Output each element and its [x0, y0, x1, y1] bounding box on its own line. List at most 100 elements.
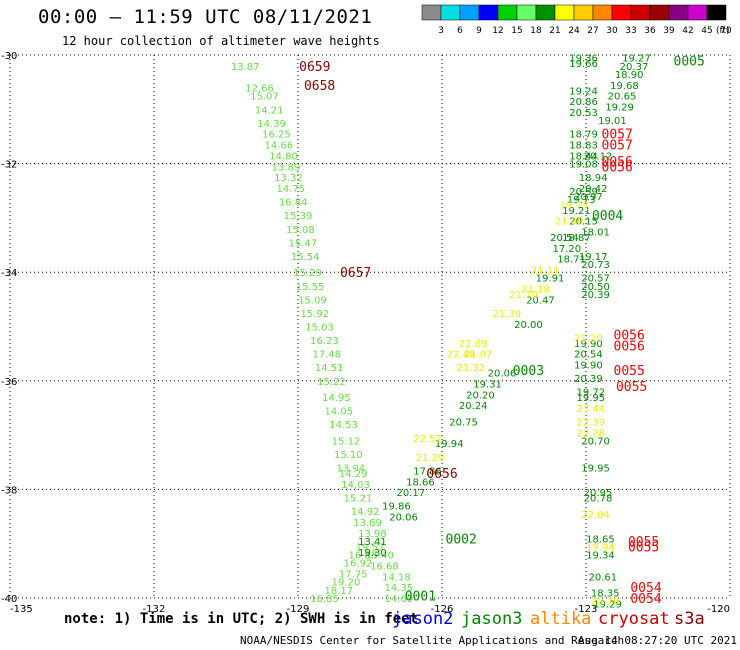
chart-title: 00:00 – 11:59 UTC 08/11/2021 [38, 6, 373, 28]
legend-tick-label: 15 [511, 26, 522, 36]
time-label: 0055 [628, 535, 659, 550]
data-point-cryosat: 13.69 [353, 518, 382, 529]
time-label: 0005 [674, 54, 705, 69]
time-label: 0055 [628, 540, 659, 555]
data-point-jason3: 18.01 [581, 227, 610, 238]
footer-credit: NOAA/NESDIS Center for Satellite Applica… [240, 634, 625, 647]
y-tick-label: -34 [1, 268, 17, 279]
color-legend: 3 6 9 12 15 18 21 24 27 30 33 36 39 42 45 70(ft) [421, 4, 732, 36]
legend-altika: altika [530, 609, 592, 629]
legend-unit: (ft) [716, 26, 730, 36]
data-point-altika: 22.19 [591, 597, 620, 608]
data-point-jason3: 18.44 [569, 151, 598, 162]
data-point-cryosat: 17.48 [312, 350, 341, 361]
legend-tick-label: 33 [625, 26, 636, 36]
legend-tick-label: 36 [644, 26, 656, 36]
data-point-cryosat: 15.39 [284, 211, 313, 222]
data-point-jason3: 19.01 [598, 116, 627, 127]
data-point-cryosat: 15.55 [296, 282, 325, 293]
data-point-cryosat: 16.23 [310, 336, 339, 347]
data-point-altika: 21.11 [531, 265, 560, 276]
data-point-jason3: 20.47 [526, 295, 555, 306]
data-point-cryosat: 19.57 [356, 542, 385, 553]
time-label: 0055 [616, 380, 647, 395]
data-point-cryosat: 14.95 [322, 393, 351, 404]
data-point-jason3: 18.35 [591, 589, 620, 600]
data-point-jason3: 20.39 [574, 374, 603, 385]
x-tick-label: -135 [10, 604, 33, 615]
data-point-cryosat: 15.21 [344, 494, 373, 505]
x-tick-label: -120 [707, 604, 730, 615]
data-point-cryosat: 13.94 [336, 464, 365, 475]
y-tick-label: -40 [1, 594, 17, 605]
data-point-jason3: 20.37 [620, 62, 649, 73]
data-point-cryosat: 16.68 [370, 561, 399, 572]
data-point-jason3: 20.24 [459, 401, 488, 412]
data-point-jason3: 19.29 [605, 103, 634, 114]
data-point-cryosat: 19.20 [332, 578, 361, 589]
data-point-jason3: 18.83 [569, 141, 598, 152]
data-point-jason3: 20.15 [569, 217, 598, 228]
data-point-jason3: 20.70 [581, 437, 610, 448]
data-point-cryosat: 14.05 [324, 407, 353, 418]
data-point-jason3: 13.41 [358, 537, 387, 548]
data-point-cryosat: 13.32 [274, 173, 303, 184]
data-point-cryosat: 14.29 [339, 469, 368, 480]
data-point-jason3: 20.86 [569, 97, 598, 108]
data-point-altika: 21.20 [574, 333, 603, 344]
data-point-cryosat: 16.92 [344, 559, 373, 570]
data-point-cryosat: 13.87 [231, 62, 260, 73]
data-point-cryosat: 15.47 [288, 238, 317, 249]
data-point-jason3: 20.78 [584, 494, 613, 505]
data-point-jason3: 19.68 [610, 81, 639, 92]
time-label: 0056 [602, 155, 633, 170]
data-point-cryosat: 16.83 [348, 551, 377, 562]
data-point-cryosat: 13.89 [272, 162, 301, 173]
y-tick-label: -38 [1, 485, 17, 496]
data-point-jason3: 19.90 [574, 339, 603, 350]
legend-tick-label: 30 [606, 26, 618, 36]
time-label: 0056 [614, 329, 645, 344]
legend-tick-label: 3 [438, 26, 444, 36]
data-point-cryosat: 13.98 [358, 529, 387, 540]
data-point-altika: 22.48 [447, 350, 476, 361]
data-point-jason3: 19.27 [622, 54, 651, 65]
data-point-altika: 21.87 [464, 350, 493, 361]
legend-jason2: jason2 [392, 609, 454, 629]
data-point-altika: 21.39 [492, 309, 521, 320]
data-point-jason3: 18.71 [557, 255, 586, 266]
y-tick-label: -32 [1, 160, 17, 171]
data-point-jason3: 19.90 [574, 361, 603, 372]
data-point-jason3: 19.36 [569, 54, 598, 65]
data-point-jason3: 20.06 [389, 513, 418, 524]
data-point-cryosat: 14.21 [255, 105, 284, 116]
data-point-jason3: 19.94 [435, 439, 464, 450]
data-point-jason3: 19.17 [579, 252, 608, 263]
legend-tick-label: 39 [663, 26, 675, 36]
data-point-cryosat: 14.66 [264, 141, 293, 152]
data-point-jason3: 19.34 [586, 551, 615, 562]
time-label: 0056 [602, 160, 633, 175]
time-label: 0659 [299, 60, 330, 75]
data-point-jason3: 19.21 [562, 206, 591, 217]
data-point-cryosat: 16.84 [279, 198, 308, 209]
wave-height-plot: -135 -132 -129 -126 -123 -120 -30 -32 -34 -36 -38 -… [1, 51, 731, 615]
data-point-cryosat: 14.53 [329, 420, 358, 431]
data-point-jason3: 20.50 [581, 282, 610, 293]
data-point-cryosat: 14.03 [341, 480, 370, 491]
data-point-jason3: 19.08 [569, 160, 598, 171]
data-point-jason3: 18.94 [579, 173, 608, 184]
data-point-cryosat: 16.25 [262, 130, 291, 141]
data-point-jason3: 20.39 [581, 290, 610, 301]
data-point-cryosat: 15.29 [293, 268, 322, 279]
data-point-jason3: 20.57 [581, 274, 610, 285]
data-point-cryosat: 14.92 [351, 507, 380, 518]
legend-tick-label: 6 [457, 26, 463, 36]
data-point-jason3: 20.06 [488, 369, 517, 380]
time-label: 0658 [304, 79, 335, 94]
data-point-cryosat: 14.69 [384, 594, 413, 605]
data-point-cryosat: 15.54 [291, 252, 320, 263]
data-point-cryosat: 15.07 [250, 92, 279, 103]
data-point-jason3: 20.59 [569, 187, 598, 198]
data-point-jason3: 18.87 [562, 233, 591, 244]
